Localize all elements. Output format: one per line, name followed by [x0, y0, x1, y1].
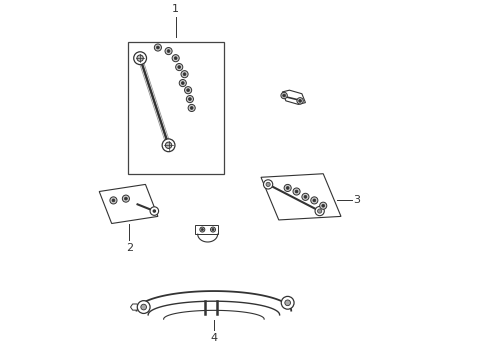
Text: 2: 2 [126, 243, 133, 253]
Circle shape [189, 98, 191, 100]
Polygon shape [282, 90, 305, 104]
Circle shape [190, 107, 193, 109]
Circle shape [297, 98, 303, 104]
Circle shape [281, 92, 287, 99]
Polygon shape [261, 174, 341, 220]
Circle shape [183, 73, 186, 76]
Circle shape [134, 52, 147, 64]
Circle shape [165, 48, 172, 55]
Circle shape [281, 296, 294, 309]
Circle shape [122, 195, 129, 202]
Circle shape [176, 63, 183, 71]
Circle shape [124, 197, 127, 200]
Circle shape [313, 199, 316, 202]
Circle shape [319, 202, 327, 209]
Circle shape [285, 300, 291, 306]
Polygon shape [99, 184, 158, 224]
Circle shape [185, 87, 192, 94]
Text: 3: 3 [353, 195, 361, 206]
Circle shape [112, 199, 115, 202]
Circle shape [201, 229, 203, 231]
Circle shape [318, 209, 322, 213]
Circle shape [156, 46, 159, 49]
Circle shape [137, 301, 150, 314]
Circle shape [322, 204, 325, 207]
Bar [195, 225, 219, 234]
Circle shape [154, 44, 161, 51]
Circle shape [181, 82, 184, 85]
Circle shape [311, 197, 318, 204]
Circle shape [172, 55, 179, 62]
Circle shape [299, 99, 301, 102]
Circle shape [284, 184, 291, 192]
Circle shape [178, 66, 181, 68]
Circle shape [152, 209, 156, 213]
Circle shape [266, 182, 270, 186]
Circle shape [188, 104, 195, 112]
Circle shape [212, 229, 214, 231]
Circle shape [187, 89, 190, 91]
Circle shape [295, 190, 298, 193]
Bar [128, 42, 223, 174]
Text: 1: 1 [172, 4, 179, 14]
Circle shape [315, 206, 324, 216]
Circle shape [186, 95, 194, 103]
Circle shape [174, 57, 177, 60]
Circle shape [179, 80, 186, 87]
Circle shape [286, 186, 289, 189]
Circle shape [137, 55, 143, 62]
Text: 4: 4 [210, 333, 218, 343]
Circle shape [283, 94, 286, 97]
Circle shape [162, 139, 175, 152]
Circle shape [302, 193, 309, 201]
Circle shape [200, 227, 205, 232]
Circle shape [141, 304, 147, 310]
Polygon shape [130, 304, 139, 310]
Circle shape [211, 227, 216, 232]
Circle shape [165, 142, 172, 148]
Circle shape [110, 197, 117, 204]
Circle shape [304, 195, 307, 198]
Circle shape [167, 50, 170, 53]
Circle shape [264, 180, 273, 189]
Circle shape [293, 188, 300, 195]
Circle shape [150, 207, 159, 215]
Circle shape [181, 71, 188, 78]
